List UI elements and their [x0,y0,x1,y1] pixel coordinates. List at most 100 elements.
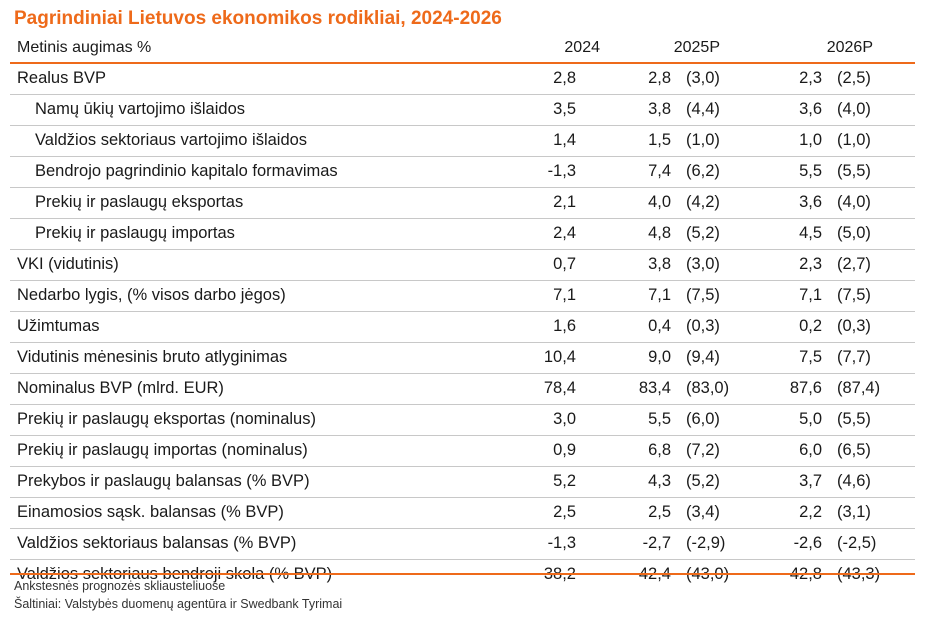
table-body: Realus BVP 2,8 2,8 (3,0) 2,3 (2,5) Namų ūkių v… [10,64,915,590]
previous-2025: (4,4) [686,100,720,118]
table-row: Prekių ir paslaugų eksportas (nominalus)… [10,405,915,436]
value-2026: 1,0 [799,131,822,149]
value-2026: 2,2 [799,503,822,521]
value-2024: -1,3 [547,162,576,180]
row-label: Prekių ir paslaugų importas [35,224,235,242]
value-2025: 4,3 [648,472,671,490]
table-row: Užimtumas 1,6 0,4 (0,3) 0,2 (0,3) [10,312,915,343]
previous-2025: (6,2) [686,162,720,180]
table-title: Pagrindiniai Lietuvos ekonomikos rodikli… [14,8,502,29]
previous-2025: (6,0) [686,410,720,428]
previous-2025: (3,0) [686,69,720,87]
previous-2025: (7,2) [686,441,720,459]
header-2026: 2026P [826,39,873,56]
previous-2026: (5,0) [837,224,871,242]
previous-2026: (5,5) [837,410,871,428]
previous-2026: (87,4) [837,379,881,397]
value-2025: 5,5 [648,410,671,428]
value-2026: 2,3 [799,69,822,87]
value-2026: 3,7 [799,472,822,490]
table-row: Bendrojo pagrindinio kapitalo formavimas… [10,157,915,188]
table-row: Prekių ir paslaugų importas (nominalus) 0… [10,436,915,467]
row-label: Nominalus BVP (mlrd. EUR) [17,379,224,397]
header-label: Metinis augimas % [17,39,152,56]
value-2025: 2,8 [648,69,671,87]
value-2025: 3,8 [648,255,671,273]
bottom-rule [10,573,915,575]
previous-2025: (5,2) [686,472,720,490]
previous-2025: (3,4) [686,503,720,521]
value-2025: -2,7 [642,534,671,552]
value-2024: 10,4 [543,348,576,366]
footnote-source: Šaltiniai: Valstybės duomenų agentūra ir… [14,597,343,611]
value-2024: -1,3 [547,534,576,552]
value-2025: 2,5 [648,503,671,521]
row-label: Prekių ir paslaugų importas (nominalus) [17,441,308,459]
value-2026: 5,5 [799,162,822,180]
previous-2026: (3,1) [837,503,871,521]
value-2026: 0,2 [799,317,822,335]
previous-2026: (4,0) [837,100,871,118]
row-label: Namų ūkių vartojimo išlaidos [35,100,245,118]
value-2025: 7,4 [648,162,671,180]
header-rule [10,62,915,64]
table-row: VKI (vidutinis) 0,7 3,8 (3,0) 2,3 (2,7) [10,250,915,281]
table-header: Metinis augimas % 2024 2025P 2026P [14,37,915,61]
table-row: Prekių ir paslaugų eksportas 2,1 4,0 (4,2) 3… [10,188,915,219]
previous-2025: (9,4) [686,348,720,366]
previous-2026: (-2,5) [837,534,877,552]
previous-2026: (7,7) [837,348,871,366]
footnote-previous-forecast: Ankstesnės prognozės skliausteliuose [14,579,226,593]
row-label: Prekybos ir paslaugų balansas (% BVP) [17,472,310,490]
value-2024: 1,6 [553,317,576,335]
previous-2026: (6,5) [837,441,871,459]
value-2024: 2,1 [553,193,576,211]
value-2025: 6,8 [648,441,671,459]
previous-2025: (83,0) [686,379,730,397]
row-label: Prekių ir paslaugų eksportas (nominalus) [17,410,316,428]
row-label: Nedarbo lygis, (% visos darbo jėgos) [17,286,286,304]
table-row: Einamosios sąsk. balansas (% BVP) 2,5 2,5 (… [10,498,915,529]
value-2026: -2,6 [793,534,822,552]
value-2024: 1,4 [553,131,576,149]
previous-2026: (4,6) [837,472,871,490]
value-2026: 4,5 [799,224,822,242]
row-label: Valdžios sektoriaus vartojimo išlaidos [35,131,308,149]
value-2024: 78,4 [543,379,576,397]
value-2026: 2,3 [799,255,822,273]
value-2025: 4,0 [648,193,671,211]
previous-2026: (2,5) [837,69,871,87]
value-2026: 87,6 [789,379,822,397]
value-2025: 4,8 [648,224,671,242]
value-2024: 3,0 [553,410,576,428]
table-row: Prekybos ir paslaugų balansas (% BVP) 5,2… [10,467,915,498]
previous-2025: (-2,9) [686,534,726,552]
previous-2026: (2,7) [837,255,871,273]
value-2026: 6,0 [799,441,822,459]
row-label: Realus BVP [17,69,106,87]
value-2026: 3,6 [799,193,822,211]
value-2025: 7,1 [648,286,671,304]
previous-2025: (1,0) [686,131,720,149]
previous-2026: (5,5) [837,162,871,180]
row-label: VKI (vidutinis) [17,255,119,273]
value-2025: 83,4 [638,379,671,397]
value-2025: 0,4 [648,317,671,335]
table-row: Realus BVP 2,8 2,8 (3,0) 2,3 (2,5) [10,64,915,95]
value-2025: 1,5 [648,131,671,149]
row-label: Prekių ir paslaugų eksportas [35,193,244,211]
previous-2026: (7,5) [837,286,871,304]
row-label: Bendrojo pagrindinio kapitalo formavimas [35,162,338,180]
row-label: Einamosios sąsk. balansas (% BVP) [17,503,284,521]
value-2024: 5,2 [553,472,576,490]
value-2026: 7,1 [799,286,822,304]
table-row: Prekių ir paslaugų importas 2,4 4,8 (5,2) 4,… [10,219,915,250]
previous-2026: (4,0) [837,193,871,211]
table-row: Vidutinis mėnesinis bruto atlyginimas 10,… [10,343,915,374]
table-row: Nominalus BVP (mlrd. EUR) 78,4 83,4 (83,0) 8… [10,374,915,405]
value-2024: 2,8 [553,69,576,87]
value-2025: 3,8 [648,100,671,118]
previous-2025: (5,2) [686,224,720,242]
value-2024: 2,5 [553,503,576,521]
header-2025: 2025P [673,39,720,56]
